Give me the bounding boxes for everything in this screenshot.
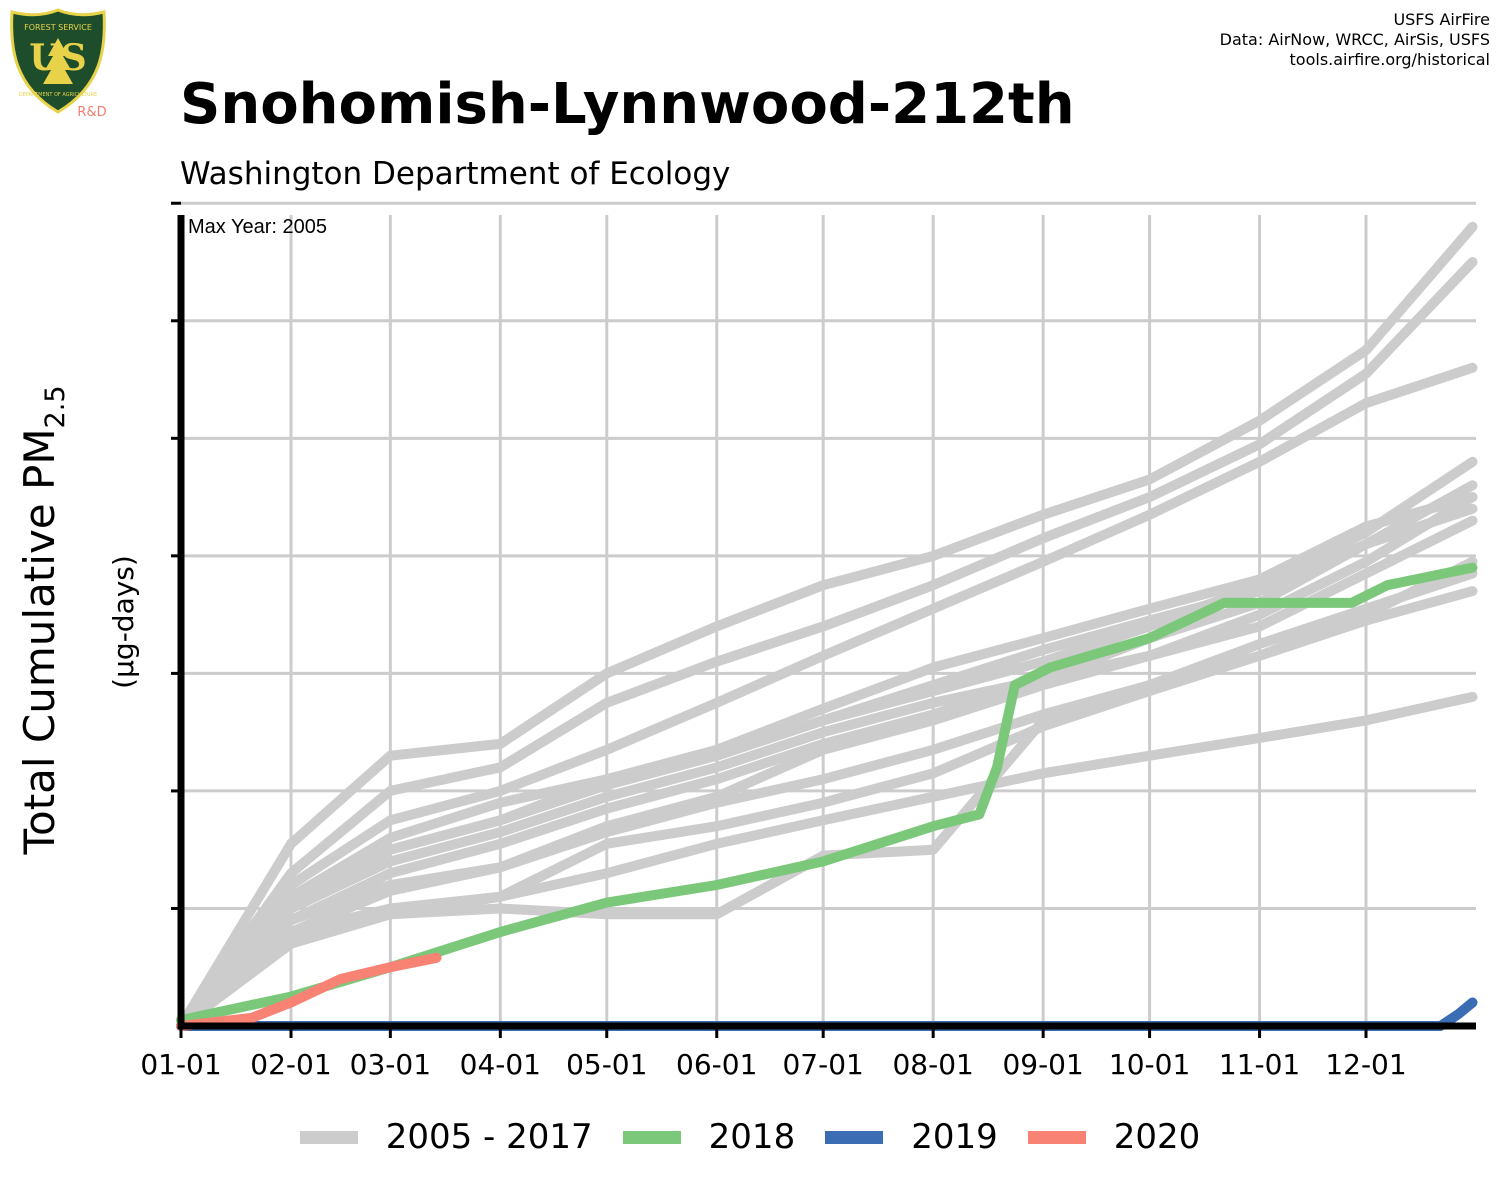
max-year-annotation: Max Year: 2005 <box>188 216 327 238</box>
x-tick-label: 08-01 <box>892 1048 973 1081</box>
x-tick-label: 10-01 <box>1109 1048 1190 1081</box>
series-lines <box>176 221 1478 1031</box>
legend-swatch <box>1027 1130 1086 1144</box>
series-line-2020 <box>176 952 442 1031</box>
legend-item-2020: 2020 <box>1027 1117 1201 1157</box>
series-line-2018 <box>176 562 1478 1026</box>
x-tick-label: 02-01 <box>250 1048 331 1081</box>
legend-label: 2020 <box>1113 1117 1201 1157</box>
legend-label: 2018 <box>708 1117 796 1157</box>
tree-icon <box>43 38 73 84</box>
y-axis-label-subscript: 2.5 <box>40 385 71 428</box>
legend-item-2019: 2019 <box>825 1117 998 1157</box>
series-line-2005-2017 <box>176 556 1478 1031</box>
x-tick-label: 06-01 <box>676 1048 757 1081</box>
legend-swatch <box>825 1130 884 1144</box>
series-line-2005-2017 <box>176 503 1478 1031</box>
series-line-2005-2017 <box>176 515 1478 1031</box>
svg-text:Total Cumulative PM2.5: Total Cumulative PM2.5 <box>15 385 71 855</box>
legend-item-2018: 2018 <box>622 1117 796 1157</box>
x-tick-label: 11-01 <box>1219 1048 1300 1081</box>
logo-text-top: FOREST SERVICE <box>24 23 92 32</box>
x-tick-label: 12-01 <box>1325 1048 1406 1081</box>
legend-label: 2019 <box>911 1117 998 1157</box>
x-tick-label: 04-01 <box>460 1048 541 1081</box>
series-line-2005-2017 <box>176 362 1478 1031</box>
axes: 01-01 02-01 03-01 04-01 05-01 06-01 07-01 08-01… <box>140 201 1476 1081</box>
legend-item-2005-2017: 2005 - 2017 <box>299 1117 593 1157</box>
cumulative-pm25-chart: 01-01 02-01 03-01 04-01 05-01 06-01 07-01 08-01… <box>15 201 1478 1081</box>
series-line-2005-2017 <box>176 568 1478 1031</box>
y-axis-units: (µg-days) <box>107 555 140 689</box>
x-tick-label: 03-01 <box>350 1048 431 1081</box>
logo-text-bottom: DEPARTMENT OF AGRICULTURE <box>19 92 97 98</box>
x-tick-label: 09-01 <box>1002 1048 1083 1081</box>
credits: USFS AirFire Data: AirNow, WRCC, AirSis,… <box>1220 10 1490 70</box>
x-tick-label: 07-01 <box>782 1048 863 1081</box>
page-subtitle: Washington Department of Ecology <box>180 156 731 192</box>
series-line-2005-2017 <box>176 492 1478 1031</box>
series-line-2005-2017 <box>176 221 1478 1031</box>
logo-text-rd: R&D <box>77 105 106 120</box>
legend: 2005 - 2017 2018 2019 2020 <box>0 1112 1500 1162</box>
x-tick-label: 01-01 <box>140 1048 221 1081</box>
y-axis-label-main: Total Cumulative PM <box>15 428 64 855</box>
usfs-logo: FOREST SERVICE US DEPARTMENT OF AGRICULT… <box>10 8 107 120</box>
x-tick-label: 05-01 <box>566 1048 647 1081</box>
credit-line-3: tools.airfire.org/historical <box>1289 50 1490 69</box>
legend-swatch <box>622 1130 681 1144</box>
y-axis-title: Total Cumulative PM2.5 <box>15 385 71 855</box>
series-line-2005-2017 <box>176 257 1478 1031</box>
series-line-2019 <box>176 997 1478 1031</box>
legend-swatch <box>299 1130 358 1144</box>
credit-line-2: Data: AirNow, WRCC, AirSis, USFS <box>1219 30 1490 49</box>
credit-line-1: USFS AirFire <box>1393 10 1490 29</box>
page-title: Snohomish-Lynnwood-212th <box>180 72 1075 137</box>
legend-label: 2005 - 2017 <box>385 1117 593 1157</box>
series-line-2005-2017 <box>176 492 1478 1031</box>
